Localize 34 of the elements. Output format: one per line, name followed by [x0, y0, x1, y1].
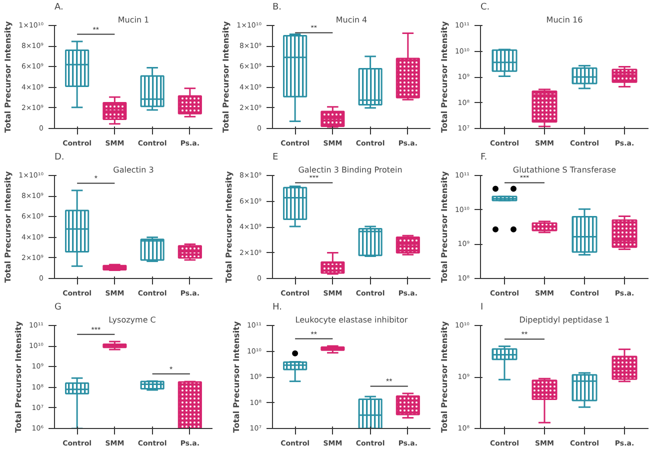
y-axis-title: Total Precursor Intensity	[440, 20, 449, 133]
chart-title: Dipeptidyl peptidase 1	[519, 316, 610, 324]
chart-title: Mucin 16	[546, 16, 583, 24]
chart-title: Glutathione S Transferase	[512, 166, 616, 174]
y-axis-title: Total Precursor Intensity	[4, 170, 13, 283]
y-axis-title: Total Precursor Intensity	[4, 20, 13, 133]
chart-title: Galectin 3 Binding Protein	[298, 166, 402, 174]
annotation: **	[310, 330, 317, 339]
y-axis-title: Total Precursor Intensity	[222, 20, 231, 133]
chart-title: Mucin 1	[118, 16, 150, 24]
y-axis-title: Total Precursor Intensity	[440, 170, 449, 283]
text: B.	[272, 2, 282, 12]
text: E	[272, 152, 278, 162]
annotation: **	[386, 377, 392, 386]
annotation: ***	[91, 325, 101, 334]
text: H.	[272, 302, 282, 312]
chart-title: Leukocyte elastase inhibitor	[295, 316, 408, 324]
chart-title: Lysozyme C	[108, 316, 156, 324]
text: C.	[480, 2, 490, 12]
text: F.	[480, 152, 488, 162]
y-axis-title: Total Precursor Intensity	[440, 320, 449, 433]
annotation: **	[521, 330, 528, 340]
text: I	[480, 302, 484, 312]
y-axis-title: Total Precursor Intensity	[14, 320, 23, 433]
annotation: *	[170, 364, 173, 374]
y-axis-title: Total Precursor Intensity	[224, 170, 234, 283]
text: G	[54, 302, 62, 312]
y-axis-title: Total Precursor Intensity	[232, 320, 241, 433]
text: A.	[54, 2, 64, 12]
chart-title: Mucin 4	[336, 16, 368, 24]
annotation: **	[92, 25, 99, 34]
annotation: *	[94, 174, 98, 184]
text: D.	[54, 152, 64, 162]
chart-title: Galectin 3	[113, 166, 154, 174]
